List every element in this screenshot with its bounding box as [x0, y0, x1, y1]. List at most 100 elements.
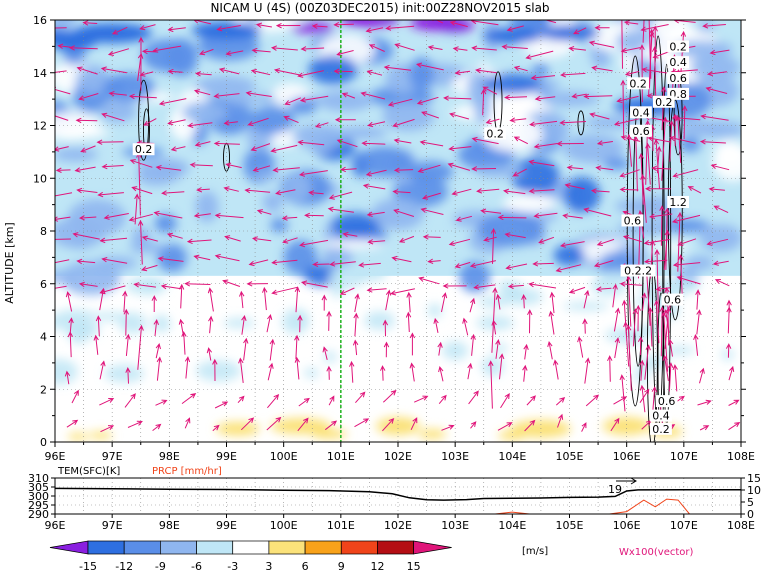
colorbar-tick-label: -3 [227, 560, 238, 573]
contour-label: 0.2 [629, 77, 647, 90]
tem-tick-label: 305 [28, 481, 49, 494]
colorbar-tick-label: -15 [79, 560, 97, 573]
tem-tick-label: 310 [28, 472, 49, 485]
prcp-axis-title: PRCP [mm/hr] [152, 466, 222, 477]
y-tick-label: 0 [40, 436, 47, 449]
contour-label-bg [655, 395, 678, 408]
y-tick-label: 16 [33, 14, 47, 27]
x-tick-label: 102E [384, 450, 412, 463]
x-tick-label: 106E [613, 450, 641, 463]
contour-label-bg [621, 214, 644, 227]
y-tick-label: 8 [40, 225, 47, 238]
surface-x-tick-label: 96E [45, 519, 66, 532]
surface-x-tick-label: 97E [102, 519, 123, 532]
contour-label: 0.4 [652, 410, 670, 423]
x-tick-label: 98E [159, 450, 180, 463]
contour-label-bg [630, 106, 652, 119]
x-tick-label: 101E [327, 450, 355, 463]
contour-label: 0.6 [664, 294, 682, 307]
contour-label: 0.2 [669, 40, 687, 53]
x-tick-label: 105E [556, 450, 584, 463]
colorbar-unit: [m/s] [522, 546, 548, 557]
surface-x-tick-label: 108E [727, 519, 755, 532]
colorbar-tick-label: 12 [370, 560, 384, 573]
surface-x-tick-label: 104E [498, 519, 526, 532]
surface-x-tick-label: 103E [441, 519, 469, 532]
tem-tick-label: 300 [28, 490, 49, 503]
surface-x-tick-label: 100E [270, 519, 298, 532]
surface-x-tick-label: 107E [670, 519, 698, 532]
contour-label-bg [667, 56, 690, 69]
y-tick-label: 4 [40, 331, 47, 344]
prcp-tick-label: 0 [747, 508, 754, 521]
wind-shading [55, 20, 741, 442]
x-tick-label: 107E [670, 450, 698, 463]
contour-label: 0.2 [655, 96, 673, 109]
colorbar-tick-label: 3 [265, 560, 272, 573]
contour-label: 0.2.2 [624, 265, 652, 278]
colorbar-tick-label: 9 [338, 560, 345, 573]
contour-label: 0.6 [669, 72, 687, 85]
contour-label: 0.6 [658, 395, 676, 408]
colorbar-tick-label: -6 [191, 560, 202, 573]
x-tick-label: 97E [102, 450, 123, 463]
contour-label: 0.4 [669, 56, 687, 69]
y-axis-ticks: 0 2 4 6 8 10 12 14 16 [33, 14, 746, 449]
contour-label: 0.6 [624, 214, 642, 227]
contour-label-bg [620, 264, 656, 277]
contour-label: 0.2 [652, 423, 670, 436]
contour-label: 0.4 [632, 106, 650, 119]
surface-x-tick-label: 106E [613, 519, 641, 532]
prcp-tick-label: 15 [747, 472, 761, 485]
x-tick-label: 96E [45, 450, 66, 463]
x-tick-label: 108E [727, 450, 755, 463]
contour-label-bg [484, 127, 507, 140]
prcp-tick-label: 10 [747, 484, 761, 497]
contour-label-bg [630, 124, 652, 137]
chart-title: NICAM U (4S) (00Z03DEC2015) init:00Z28NO… [210, 1, 549, 15]
surface-panel-background [55, 478, 741, 514]
contour-label: 0.2 [486, 127, 504, 140]
x-axis-ticks: 96E 97E 98E 99E 100E 101E 102E 103E 104E 105E 106E… [45, 442, 755, 463]
colorbar-tick-label: 6 [302, 560, 309, 573]
contour-label-bg [667, 195, 690, 208]
y-tick-label: 6 [40, 278, 47, 291]
tem-tick-label: 295 [28, 499, 49, 512]
contour-label: 0.6 [632, 125, 650, 138]
contour-labels: 0.20.20.20.40.60.80.20.20.40.61.20.60.2.… [132, 40, 690, 436]
surface-annotation: 19 [608, 483, 622, 496]
contour-label-bg [667, 40, 690, 53]
vector-scale-label: Wx100(vector) [619, 547, 694, 558]
x-tick-label: 99E [216, 450, 237, 463]
contour-label-bg [652, 95, 675, 108]
contour-label-bg [667, 72, 690, 85]
contour-label-bg [650, 409, 672, 422]
tem-tick-label: 290 [28, 508, 49, 521]
contour-label-bg [627, 77, 649, 90]
surface-x-tick-label: 99E [216, 519, 237, 532]
x-tick-label: 100E [270, 450, 298, 463]
contour-label-bg [650, 422, 672, 435]
prcp-tick-label: 5 [747, 496, 754, 509]
y-tick-label: 12 [33, 120, 47, 133]
surface-panel: TEM(SFC)[K] PRCP [mm/hr] 310305300295290… [28, 466, 761, 532]
annotation-arrow [616, 477, 637, 485]
surface-x-tick-label: 101E [327, 519, 355, 532]
contour-label-bg [132, 143, 155, 156]
y-tick-label: 2 [40, 383, 47, 396]
wind-vectors [55, 20, 741, 433]
colorbar-tick-label: -9 [155, 560, 166, 573]
colorbar-tick-label: -12 [115, 560, 133, 573]
contour-label-bg [661, 293, 684, 306]
surface-x-tick-label: 102E [384, 519, 412, 532]
surface-x-tick-label: 105E [556, 519, 584, 532]
contour-label: 1.2 [669, 196, 687, 209]
main-plot: 0.20.20.20.40.60.80.20.20.40.61.20.60.2.… [3, 14, 755, 463]
tem-axis-title: TEM(SFC)[K] [57, 466, 120, 477]
surface-x-axis-ticks: 96E 97E 98E 99E 100E 101E 102E 103E 104E 105E 106E… [45, 514, 755, 532]
y-axis-label: ALTITUDE [km] [3, 222, 16, 303]
y-tick-label: 10 [33, 172, 47, 185]
